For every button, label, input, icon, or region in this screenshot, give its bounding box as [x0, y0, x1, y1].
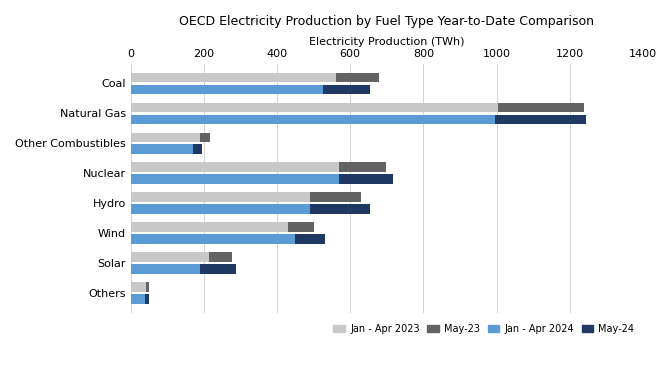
X-axis label: Electricity Production (TWh): Electricity Production (TWh) — [309, 37, 464, 47]
Bar — [146, 282, 149, 292]
Bar — [130, 264, 200, 274]
Bar — [130, 234, 295, 244]
Legend: Jan - Apr 2023, May-23, Jan - Apr 2024, May-24: Jan - Apr 2023, May-23, Jan - Apr 2024, … — [329, 320, 638, 338]
Bar — [499, 103, 585, 112]
Bar — [130, 144, 193, 154]
Bar — [335, 73, 380, 82]
Bar — [339, 163, 386, 172]
Bar — [144, 294, 149, 304]
Bar — [200, 264, 236, 274]
Bar — [130, 163, 339, 172]
Bar — [130, 115, 495, 124]
Bar — [130, 132, 200, 142]
Bar — [288, 222, 314, 232]
Bar — [130, 192, 310, 202]
Bar — [200, 132, 210, 142]
Title: OECD Electricity Production by Fuel Type Year-to-Date Comparison: OECD Electricity Production by Fuel Type… — [179, 15, 594, 28]
Bar — [130, 174, 339, 184]
Bar — [495, 115, 586, 124]
Bar — [209, 252, 232, 262]
Bar — [130, 252, 209, 262]
Bar — [130, 73, 335, 82]
Bar — [310, 205, 370, 214]
Bar — [130, 294, 144, 304]
Bar — [130, 103, 499, 112]
Bar — [130, 84, 323, 94]
Bar — [295, 234, 325, 244]
Bar — [339, 174, 393, 184]
Bar — [130, 205, 310, 214]
Bar — [130, 222, 288, 232]
Bar — [193, 144, 202, 154]
Bar — [310, 192, 361, 202]
Bar — [130, 282, 146, 292]
Bar — [323, 84, 370, 94]
